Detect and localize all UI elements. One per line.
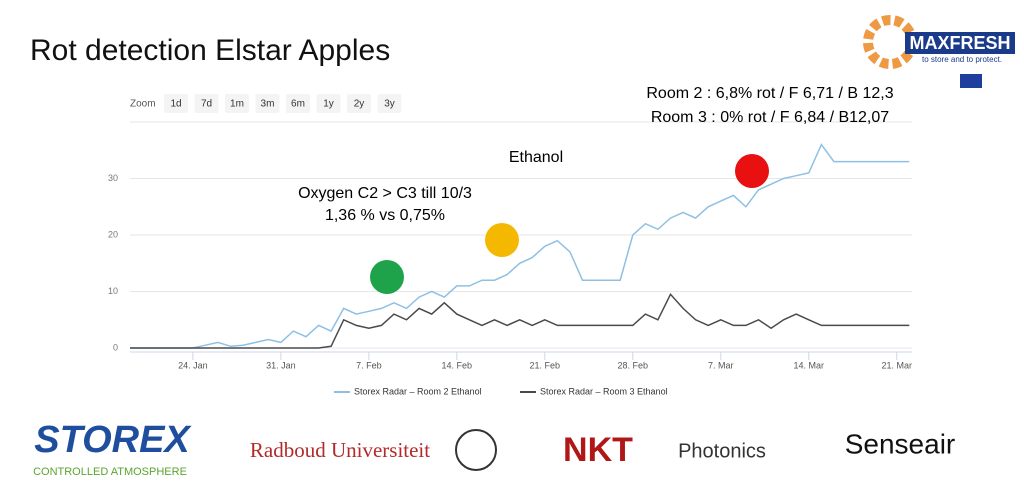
- series-line: [130, 143, 910, 349]
- y-tick-label: 30: [108, 173, 118, 183]
- zoom-button[interactable]: [225, 94, 249, 113]
- annotation: Room 2 : 6,8% rot / F 6,71 / B 12,3: [646, 85, 893, 102]
- x-tick-label: 28. Feb: [618, 360, 649, 370]
- zoom-button-label[interactable]: 1m: [230, 99, 244, 110]
- zoom-button[interactable]: [316, 94, 341, 113]
- x-tick-label: 7. Feb: [356, 360, 382, 370]
- annotation: Ethanol: [509, 149, 563, 166]
- zoom-button[interactable]: [194, 94, 219, 113]
- zoom-button[interactable]: [164, 94, 188, 113]
- x-tick-label: 31. Jan: [266, 360, 296, 370]
- annotation: Oxygen C2 > C3 till 10/3: [298, 185, 472, 202]
- x-tick-label: 24. Jan: [178, 360, 208, 370]
- zoom-button-label[interactable]: 3y: [384, 99, 395, 110]
- status-dot: [370, 260, 404, 294]
- x-tick-label: 21. Mar: [882, 360, 913, 370]
- x-tick-label: 14. Feb: [442, 360, 473, 370]
- storex-logo: STOREX: [34, 419, 192, 461]
- series-line: [130, 292, 910, 349]
- x-tick-label: 21. Feb: [530, 360, 561, 370]
- logo-tagline: to store and to protect.: [922, 55, 1002, 64]
- zoom-button[interactable]: [377, 94, 402, 113]
- annotation: 1,36 % vs 0,75%: [325, 207, 445, 224]
- zoom-button-label[interactable]: 2y: [354, 99, 365, 110]
- zoom-button-label[interactable]: 7d: [201, 99, 212, 110]
- legend-label[interactable]: Storex Radar – Room 3 Ethanol: [540, 386, 668, 396]
- zoom-button-label[interactable]: 1d: [170, 99, 181, 110]
- photonics-logo: Photonics: [678, 440, 766, 462]
- zoom-button-label[interactable]: 1y: [323, 99, 334, 110]
- zoom-button[interactable]: [347, 94, 371, 113]
- legend-label[interactable]: Storex Radar – Room 2 Ethanol: [354, 386, 482, 396]
- zoom-button-label[interactable]: 6m: [291, 99, 305, 110]
- zoom-button[interactable]: [255, 94, 280, 113]
- annotation: Room 3 : 0% rot / F 6,84 / B12,07: [651, 109, 889, 126]
- zoom-label: Zoom: [130, 99, 156, 110]
- y-tick-label: 10: [108, 286, 118, 296]
- radboud-logo: Radboud Universiteit: [250, 438, 430, 462]
- eu-flag: [960, 74, 982, 88]
- slide-title: Rot detection Elstar Apples: [30, 34, 390, 67]
- y-tick-label: 0: [113, 342, 118, 352]
- logo-bg: [905, 32, 1015, 54]
- x-tick-label: 14. Mar: [794, 360, 825, 370]
- nkt-logo: NKT: [563, 431, 633, 469]
- zoom-bar: Zoom 1d 7d 1m 3m 6m 1y 2y 3y: [130, 94, 402, 113]
- zoom-button-label[interactable]: 3m: [261, 99, 275, 110]
- maxfresh-logo: MAXFRESH to store and to protect.: [863, 15, 1015, 88]
- senseair-logo: Senseair: [845, 428, 956, 459]
- x-tick-label: 7. Mar: [708, 360, 734, 370]
- zoom-button[interactable]: [286, 94, 310, 113]
- status-dot: [735, 154, 769, 188]
- status-dot: [485, 223, 519, 257]
- storex-tagline: CONTROLLED ATMOSPHERE: [33, 466, 187, 478]
- radboud-seal: [455, 429, 497, 471]
- logo-text: MAXFRESH: [909, 33, 1010, 53]
- y-tick-label: 20: [108, 229, 118, 239]
- chart: 0 10 20 30 24. Jan 31. Jan 7. Feb 14. Feb 21. Fe…: [108, 121, 913, 396]
